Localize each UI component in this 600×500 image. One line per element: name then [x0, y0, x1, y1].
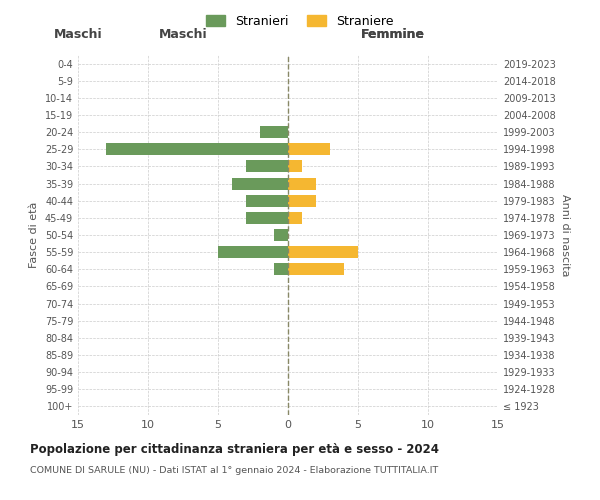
Y-axis label: Anni di nascita: Anni di nascita: [560, 194, 569, 276]
Bar: [246, 212, 288, 224]
Bar: [288, 212, 302, 224]
Text: COMUNE DI SARULE (NU) - Dati ISTAT al 1° gennaio 2024 - Elaborazione TUTTITALIA.: COMUNE DI SARULE (NU) - Dati ISTAT al 1°…: [30, 466, 438, 475]
Bar: [274, 229, 288, 241]
Bar: [288, 178, 316, 190]
Y-axis label: Fasce di età: Fasce di età: [29, 202, 39, 268]
Bar: [246, 194, 288, 206]
Bar: [106, 144, 288, 156]
Bar: [246, 160, 288, 172]
Bar: [218, 246, 288, 258]
Text: Femmine: Femmine: [361, 28, 425, 40]
Bar: [260, 126, 288, 138]
Bar: [288, 246, 358, 258]
Text: Maschi: Maschi: [158, 28, 208, 40]
Text: Femmine: Femmine: [361, 28, 425, 40]
Bar: [232, 178, 288, 190]
Bar: [288, 194, 316, 206]
Bar: [288, 264, 344, 276]
Text: Popolazione per cittadinanza straniera per età e sesso - 2024: Popolazione per cittadinanza straniera p…: [30, 442, 439, 456]
Legend: Stranieri, Straniere: Stranieri, Straniere: [200, 8, 400, 34]
Bar: [288, 160, 302, 172]
Bar: [274, 264, 288, 276]
Bar: [288, 144, 330, 156]
Text: Maschi: Maschi: [53, 28, 103, 40]
